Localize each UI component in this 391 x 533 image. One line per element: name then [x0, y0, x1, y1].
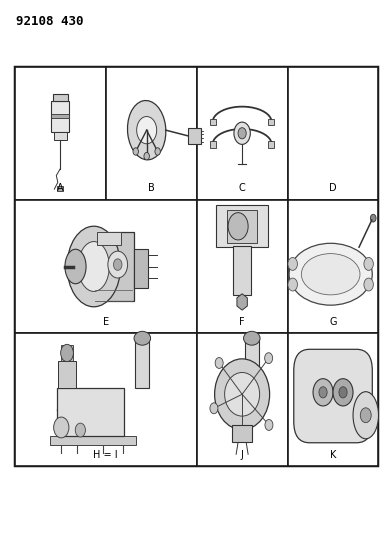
- Circle shape: [234, 122, 250, 144]
- Circle shape: [61, 344, 74, 361]
- Ellipse shape: [134, 332, 151, 345]
- Bar: [269, 141, 274, 148]
- Bar: [197, 67, 288, 200]
- Bar: [134, 249, 148, 288]
- Bar: [288, 67, 378, 200]
- Bar: [54, 132, 66, 141]
- Text: G: G: [329, 317, 337, 327]
- Bar: [232, 425, 252, 442]
- Circle shape: [238, 128, 246, 139]
- Polygon shape: [50, 436, 136, 445]
- Bar: [58, 361, 76, 389]
- Ellipse shape: [353, 392, 378, 439]
- Circle shape: [265, 353, 273, 364]
- Circle shape: [210, 403, 218, 414]
- Ellipse shape: [289, 243, 372, 305]
- Ellipse shape: [215, 359, 270, 430]
- Circle shape: [228, 213, 248, 240]
- Circle shape: [155, 148, 160, 155]
- Circle shape: [144, 152, 149, 160]
- Circle shape: [238, 426, 246, 437]
- Bar: [91, 232, 134, 301]
- Bar: [15, 67, 378, 466]
- Bar: [197, 200, 288, 333]
- Bar: [61, 345, 73, 361]
- Bar: [106, 67, 197, 200]
- Text: B: B: [148, 183, 154, 193]
- Ellipse shape: [244, 332, 260, 345]
- Bar: [57, 185, 63, 191]
- Circle shape: [265, 419, 273, 431]
- Text: K: K: [330, 450, 336, 460]
- Circle shape: [215, 358, 223, 368]
- Circle shape: [137, 117, 157, 144]
- Bar: [288, 200, 378, 333]
- Text: J: J: [241, 450, 244, 460]
- Circle shape: [108, 251, 127, 278]
- Ellipse shape: [333, 378, 353, 406]
- Text: D: D: [329, 183, 337, 193]
- Bar: [135, 338, 149, 389]
- Bar: [97, 232, 121, 245]
- Circle shape: [54, 417, 69, 438]
- Bar: [210, 141, 216, 148]
- Bar: [216, 205, 268, 247]
- Circle shape: [75, 423, 85, 437]
- Bar: [269, 119, 274, 125]
- Circle shape: [364, 257, 373, 270]
- Bar: [210, 119, 216, 125]
- Ellipse shape: [301, 254, 360, 295]
- Ellipse shape: [65, 249, 86, 284]
- Bar: [57, 389, 124, 436]
- Bar: [245, 338, 259, 389]
- Bar: [15, 200, 197, 333]
- Ellipse shape: [67, 226, 120, 307]
- Circle shape: [288, 278, 298, 291]
- Circle shape: [133, 148, 138, 155]
- FancyBboxPatch shape: [294, 349, 372, 443]
- Bar: [15, 67, 106, 200]
- Text: E: E: [103, 317, 109, 327]
- Bar: [51, 101, 69, 132]
- Ellipse shape: [224, 373, 260, 416]
- Text: A: A: [57, 183, 64, 193]
- Bar: [15, 333, 197, 466]
- Bar: [288, 333, 378, 466]
- Circle shape: [361, 408, 371, 423]
- Bar: [51, 115, 69, 118]
- Polygon shape: [188, 128, 201, 144]
- Text: F: F: [239, 317, 245, 327]
- Circle shape: [319, 387, 327, 398]
- Text: H = I: H = I: [93, 450, 118, 460]
- Bar: [233, 246, 251, 295]
- Ellipse shape: [313, 378, 333, 406]
- Bar: [53, 94, 68, 101]
- Ellipse shape: [127, 101, 166, 160]
- Circle shape: [113, 259, 122, 270]
- Circle shape: [339, 387, 347, 398]
- Text: 92108 430: 92108 430: [16, 15, 83, 28]
- Bar: [227, 210, 257, 243]
- Circle shape: [288, 257, 298, 270]
- Text: C: C: [239, 183, 246, 193]
- Circle shape: [364, 278, 373, 291]
- Circle shape: [370, 214, 376, 222]
- Bar: [197, 333, 288, 466]
- Ellipse shape: [78, 241, 109, 292]
